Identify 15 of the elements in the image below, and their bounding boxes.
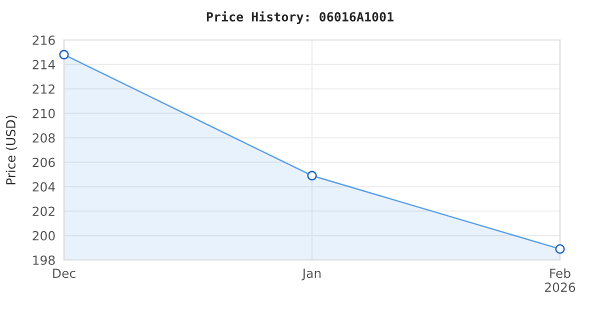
y-axis-title: Price (USD) (6, 116, 17, 184)
y-tick-label: 216 (32, 35, 55, 45)
chart-title: Price History: 06016A1001 (206, 11, 394, 24)
y-tick-label: 210 (32, 108, 55, 118)
y-tick-label: 198 (33, 255, 55, 265)
y-tick-label: 214 (32, 60, 55, 70)
y-tick-label: 208 (32, 133, 55, 143)
x-tick-label: Dec (53, 268, 76, 278)
x-tick-label: Feb 2026 (545, 268, 576, 292)
y-tick-label: 204 (32, 182, 55, 192)
y-tick-label: 212 (32, 84, 54, 94)
y-tick-label: 200 (32, 231, 55, 240)
y-tick-label: 206 (32, 158, 55, 168)
x-tick-label: Jan (302, 268, 321, 280)
y-tick-label: 202 (32, 206, 54, 216)
